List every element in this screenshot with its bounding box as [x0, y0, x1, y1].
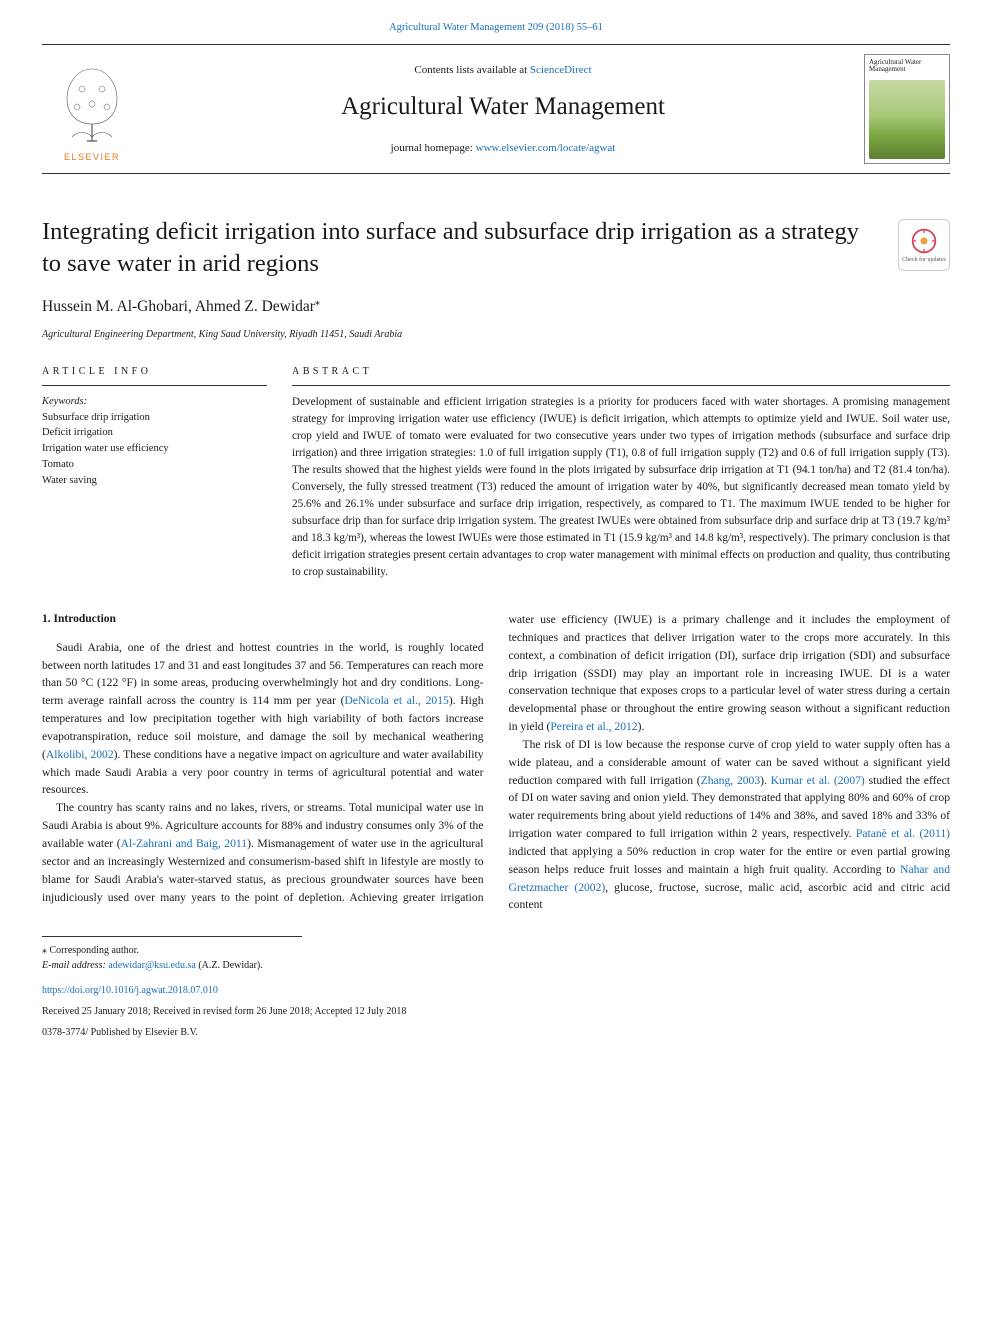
journal-header-box: ELSEVIER Contents lists available at Sci…	[42, 44, 950, 174]
contents-prefix: Contents lists available at	[414, 64, 529, 76]
homepage-link[interactable]: www.elsevier.com/locate/agwat	[476, 142, 616, 154]
citation-link[interactable]: Zhang, 2003	[701, 774, 761, 787]
abstract-heading: ABSTRACT	[292, 364, 950, 386]
section-number: 1.	[42, 613, 51, 625]
keyword-item: Tomato	[42, 457, 267, 473]
contents-line: Contents lists available at ScienceDirec…	[142, 62, 864, 79]
crossmark-icon	[910, 227, 938, 255]
article-info-heading: ARTICLE INFO	[42, 364, 267, 386]
check-updates-label: Check for updates	[902, 257, 946, 263]
check-updates-badge[interactable]: Check for updates	[898, 219, 950, 271]
citation-link[interactable]: Al-Zahrani and Baig, 2011	[121, 837, 247, 850]
keywords-label: Keywords:	[42, 394, 267, 410]
doi-link[interactable]: https://doi.org/10.1016/j.agwat.2018.07.…	[42, 983, 950, 998]
publisher-name: ELSEVIER	[64, 151, 120, 165]
keyword-item: Irrigation water use efficiency	[42, 441, 267, 457]
citation-link[interactable]: Patanè et al. (2011)	[856, 827, 950, 840]
corresponding-marker: ⁎	[315, 297, 320, 308]
article-info-column: ARTICLE INFO Keywords: Subsurface drip i…	[42, 364, 267, 581]
info-abstract-row: ARTICLE INFO Keywords: Subsurface drip i…	[42, 364, 950, 581]
email-line: E-mail address: adewidar@ksu.edu.sa (A.Z…	[42, 958, 302, 973]
journal-cover-title: Agricultural Water Management	[869, 59, 945, 74]
keyword-item: Subsurface drip irrigation	[42, 410, 267, 426]
keyword-item: Deficit irrigation	[42, 425, 267, 441]
citation-link[interactable]: Pereira et al., 2012	[550, 720, 637, 733]
sciencedirect-link[interactable]: ScienceDirect	[530, 64, 592, 76]
journal-cover-thumbnail: Agricultural Water Management	[864, 54, 950, 164]
email-author: (A.Z. Dewidar).	[196, 960, 263, 971]
abstract-text: Development of sustainable and efficient…	[292, 394, 950, 581]
citation-link[interactable]: DeNicola et al., 2015	[345, 694, 449, 707]
publisher-logo: ELSEVIER	[42, 49, 142, 169]
body-text: 1. Introduction Saudi Arabia, one of the…	[42, 611, 950, 914]
affiliation: Agricultural Engineering Department, Kin…	[42, 327, 950, 342]
abstract-column: ABSTRACT Development of sustainable and …	[292, 364, 950, 581]
corresponding-label: ⁎ Corresponding author.	[42, 943, 302, 958]
body-paragraph: The risk of DI is low because the respon…	[509, 736, 951, 914]
homepage-line: journal homepage: www.elsevier.com/locat…	[142, 140, 864, 157]
running-header: Agricultural Water Management 209 (2018)…	[42, 20, 950, 36]
article-header: Check for updates Integrating deficit ir…	[42, 216, 950, 342]
received-dates: Received 25 January 2018; Received in re…	[42, 1004, 950, 1019]
journal-name: Agricultural Water Management	[142, 88, 864, 126]
authors-text: Hussein M. Al-Ghobari, Ahmed Z. Dewidar	[42, 299, 315, 316]
elsevier-tree-icon	[52, 59, 132, 149]
journal-header-center: Contents lists available at ScienceDirec…	[142, 62, 864, 157]
citation-link[interactable]: Alkolibi, 2002	[46, 748, 114, 761]
email-link[interactable]: adewidar@ksu.edu.sa	[108, 960, 196, 971]
keyword-item: Water saving	[42, 473, 267, 489]
section-heading: 1. Introduction	[42, 611, 484, 629]
corresponding-footnote: ⁎ Corresponding author. E-mail address: …	[42, 936, 302, 973]
homepage-prefix: journal homepage:	[391, 142, 476, 154]
authors: Hussein M. Al-Ghobari, Ahmed Z. Dewidar⁎	[42, 295, 950, 318]
keywords-list: Subsurface drip irrigation Deficit irrig…	[42, 410, 267, 489]
citation-link[interactable]: Kumar et al. (2007)	[771, 774, 865, 787]
article-title: Integrating deficit irrigation into surf…	[42, 216, 950, 281]
body-paragraph: Saudi Arabia, one of the driest and hott…	[42, 639, 484, 800]
running-header-link[interactable]: Agricultural Water Management 209 (2018)…	[389, 22, 603, 33]
journal-cover-image	[869, 80, 945, 159]
issn-line: 0378-3774/ Published by Elsevier B.V.	[42, 1025, 950, 1040]
email-label: E-mail address:	[42, 960, 108, 971]
section-title: Introduction	[54, 613, 116, 625]
